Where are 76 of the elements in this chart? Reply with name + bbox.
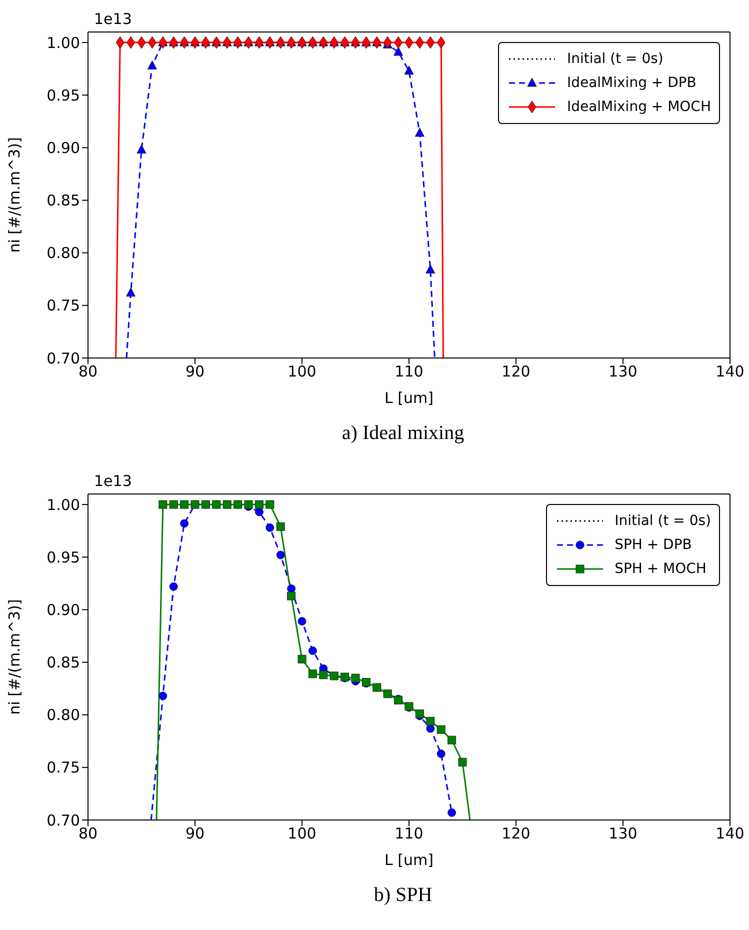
point xyxy=(180,519,189,528)
point xyxy=(448,736,456,744)
point xyxy=(276,522,285,531)
x-tick-label: 80 xyxy=(78,362,98,381)
point xyxy=(426,264,436,274)
legend-label: IdealMixing + DPB xyxy=(566,75,696,91)
point xyxy=(126,288,136,297)
y-tick-label: 0.80 xyxy=(46,706,80,724)
x-tick-label: 110 xyxy=(394,362,424,381)
point xyxy=(266,500,274,509)
point xyxy=(394,46,404,56)
y-tick-label: 1.00 xyxy=(46,496,80,514)
x-tick-label: 100 xyxy=(288,362,316,381)
point xyxy=(414,128,424,137)
x-tick-label: 140 xyxy=(716,362,744,381)
point xyxy=(254,500,264,509)
x-axis-title: L [um] xyxy=(384,851,434,869)
legend-label: SPH + MOCH xyxy=(614,561,706,577)
point xyxy=(308,670,317,678)
y-tick-label: 0.95 xyxy=(46,86,80,104)
point xyxy=(436,725,446,734)
x-tick-label: 140 xyxy=(716,824,744,843)
y-tick-label: 0.95 xyxy=(46,548,80,566)
point xyxy=(426,716,435,726)
point xyxy=(158,500,168,509)
y-tick-label: 0.85 xyxy=(46,654,80,672)
y-tick-label: 1.00 xyxy=(46,34,80,52)
point xyxy=(266,523,274,532)
point xyxy=(319,670,328,680)
y-tick-label: 0.75 xyxy=(46,296,80,315)
legend-label: SPH + DPB xyxy=(614,537,692,553)
x-tick-label: 100 xyxy=(288,824,316,843)
point xyxy=(404,66,414,75)
x-tick-label: 130 xyxy=(608,362,638,381)
point xyxy=(158,692,168,700)
text: a) Ideal mixing xyxy=(340,421,466,446)
y-tick-label: 0.80 xyxy=(46,244,80,262)
y-tick-label: 0.85 xyxy=(46,192,80,210)
point xyxy=(426,724,435,733)
point xyxy=(298,616,306,626)
point xyxy=(308,646,317,655)
point xyxy=(169,500,178,509)
text: 1e13 xyxy=(94,472,132,490)
point xyxy=(287,592,296,600)
legend-label: Initial (t = 0s) xyxy=(614,513,711,529)
x-tick-label: 90 xyxy=(185,824,205,843)
y-tick-label: 0.70 xyxy=(46,811,80,830)
y-tick-label: 0.90 xyxy=(46,601,80,619)
y-tick-label: 0.70 xyxy=(46,349,80,368)
point xyxy=(287,584,296,593)
point xyxy=(351,674,360,682)
x-tick-label: 90 xyxy=(185,362,205,381)
point xyxy=(436,750,446,758)
x-tick-label: 110 xyxy=(394,824,424,843)
x-tick-label: 120 xyxy=(502,362,530,381)
text: b) SPH xyxy=(372,883,434,908)
point xyxy=(448,808,456,817)
y-axis-title: ni [#/(m.m^3)] xyxy=(5,599,24,715)
point xyxy=(136,144,146,154)
point xyxy=(180,500,189,509)
x-tick-label: 130 xyxy=(608,824,638,843)
point xyxy=(254,508,264,516)
text: 1e13 xyxy=(94,10,132,28)
point xyxy=(458,758,467,766)
x-axis-title: L [um] xyxy=(384,389,434,407)
legend-label: Initial (t = 0s) xyxy=(566,51,664,67)
point xyxy=(298,654,306,664)
point xyxy=(276,550,285,560)
y-tick-label: 0.90 xyxy=(46,139,80,157)
point xyxy=(147,60,157,70)
legend-label: IdealMixing + MOCH xyxy=(566,99,711,115)
x-tick-label: 80 xyxy=(78,824,98,843)
y-axis-title: ni [#/(m.m^3)] xyxy=(5,137,24,253)
y-tick-label: 0.75 xyxy=(46,758,80,777)
point xyxy=(169,582,178,591)
x-tick-label: 120 xyxy=(502,824,530,843)
